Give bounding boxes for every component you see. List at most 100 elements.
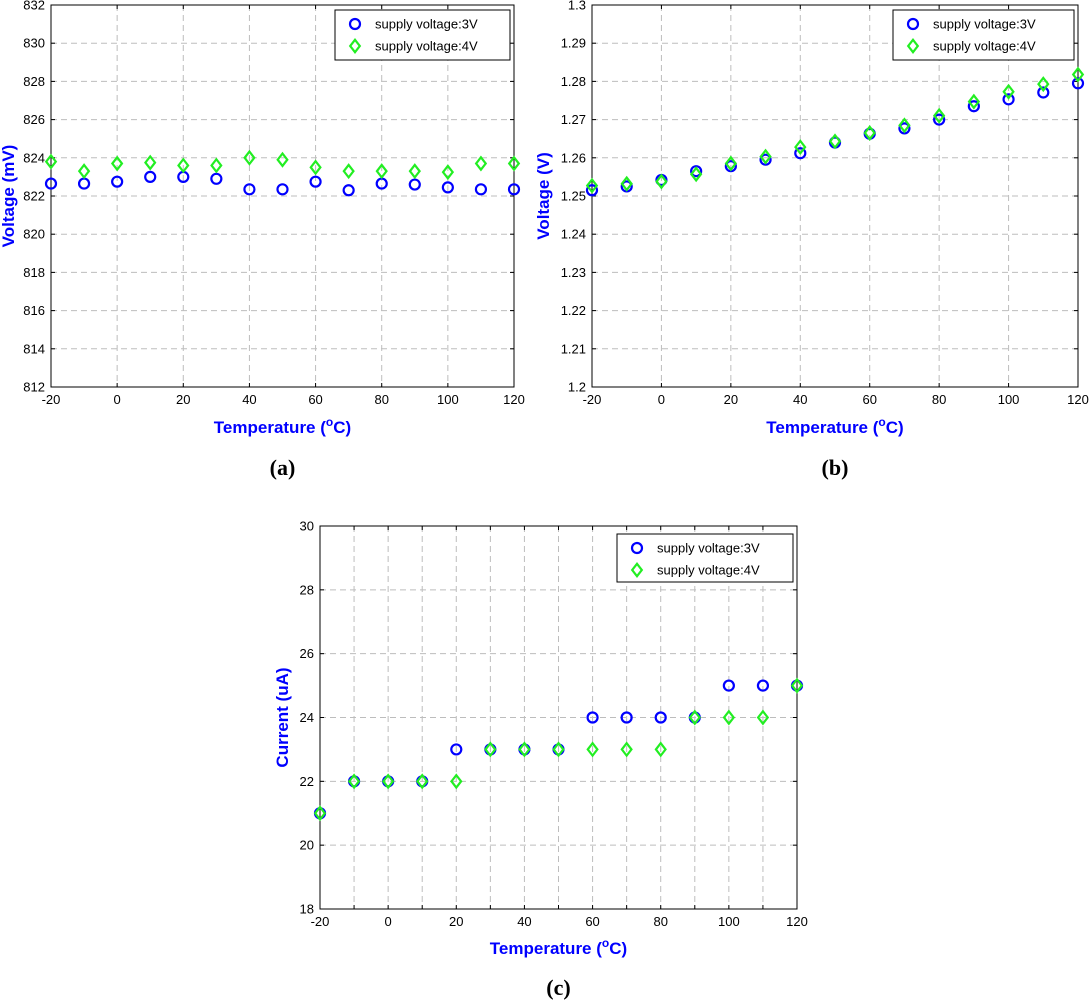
y-tick-label: 822 [23, 189, 45, 204]
data-point-4v [347, 773, 361, 790]
legend-label: supply voltage:3V [933, 17, 1036, 32]
y-tick-label: 1.28 [561, 74, 586, 89]
data-point-4v [144, 154, 157, 171]
legend-marker [906, 17, 920, 31]
data-point-3v [1002, 93, 1015, 106]
figure-caption: (a) [270, 455, 296, 480]
y-tick-label: 30 [300, 519, 314, 534]
data-point-4v [381, 773, 395, 790]
data-point-4v [722, 709, 736, 726]
y-axis-label: Voltage (V) [534, 152, 553, 240]
legend-marker [348, 17, 362, 31]
x-tick-label: 60 [585, 914, 599, 929]
data-point-3v [794, 147, 807, 160]
x-tick-label: 80 [932, 392, 946, 407]
data-point-4v [655, 173, 668, 190]
data-point-3v [210, 172, 223, 185]
x-tick-label: 80 [374, 392, 388, 407]
x-tick-label: 120 [503, 392, 525, 407]
data-point-4v [794, 139, 807, 156]
legend-marker [906, 38, 920, 54]
x-tick-label: -20 [42, 392, 61, 407]
data-point-4v [898, 117, 911, 134]
data-point-4v [276, 151, 289, 168]
y-tick-label: 1.2 [568, 380, 586, 395]
legend-box [892, 9, 1075, 61]
y-tick-label: 1.22 [561, 303, 586, 318]
data-point-3v [144, 170, 157, 183]
data-point-3v [309, 175, 322, 188]
y-tick-label: 820 [23, 227, 45, 242]
legend-label: supply voltage:3V [375, 17, 478, 32]
data-point-3v [967, 100, 980, 113]
y-tick-label: 818 [23, 265, 45, 280]
y-tick-label: 1.25 [561, 189, 586, 204]
y-tick-label: 816 [23, 303, 45, 318]
y-tick-label: 828 [23, 74, 45, 89]
y-tick-label: 812 [23, 380, 45, 395]
data-point-3v [342, 184, 355, 197]
legend-marker [348, 38, 362, 54]
data-point-3v [585, 184, 599, 197]
data-point-3v [1071, 77, 1085, 90]
chart-c: -20 0 20 40 60 80 100 120 18 20 22 24 26 28 30 supply v… [273, 519, 808, 1001]
data-point-3v [408, 178, 421, 191]
data-point-4v [724, 155, 738, 172]
x-tick-label: -20 [583, 392, 602, 407]
x-tick-label: 100 [437, 392, 459, 407]
x-tick-label: 120 [786, 914, 808, 929]
data-point-4v [1037, 76, 1050, 93]
data-point-3v [759, 153, 772, 166]
data-point-4v [44, 153, 58, 170]
y-tick-label: 814 [23, 341, 45, 356]
y-tick-label: 24 [300, 710, 314, 725]
plot-frame [319, 525, 798, 910]
x-axis-label: Temperature (oC) [490, 936, 627, 958]
x-tick-label: 100 [998, 392, 1020, 407]
data-point-4v [790, 677, 804, 694]
figure-caption: (c) [546, 975, 570, 1000]
data-point-4v [110, 155, 124, 172]
data-point-3v [756, 679, 770, 692]
data-point-4v [688, 709, 701, 726]
data-point-4v [828, 133, 842, 150]
data-point-4v [585, 177, 599, 194]
data-point-3v [441, 181, 454, 194]
data-point-3v [507, 183, 521, 196]
y-tick-label: 1.29 [561, 36, 586, 51]
data-point-4v [518, 741, 531, 758]
y-tick-label: 1.23 [561, 265, 586, 280]
data-point-4v [342, 163, 355, 180]
data-point-4v [759, 148, 772, 165]
data-point-4v [408, 163, 421, 180]
data-point-3v [450, 743, 463, 756]
data-point-3v [276, 183, 289, 196]
data-point-3v [1037, 86, 1050, 99]
figure-caption: (b) [822, 455, 849, 480]
y-axis-label: Voltage (mV) [0, 145, 18, 248]
x-tick-label: 0 [658, 392, 665, 407]
legend-label: supply voltage:3V [657, 541, 760, 556]
x-tick-label: -20 [311, 914, 330, 929]
y-tick-label: 26 [300, 646, 314, 661]
x-axis-label: Temperature (oC) [766, 415, 903, 437]
x-tick-label: 100 [718, 914, 740, 929]
data-point-4v [756, 709, 770, 726]
data-point-3v [690, 165, 703, 178]
y-tick-label: 1.26 [561, 150, 586, 165]
x-tick-label: 120 [1067, 392, 1089, 407]
x-tick-label: 20 [724, 392, 738, 407]
data-point-4v [1071, 66, 1085, 83]
data-point-3v [243, 183, 256, 196]
legend-box [616, 533, 794, 583]
data-point-4v [484, 741, 497, 758]
y-axis-label: Current (uA) [273, 667, 292, 767]
x-axis-label: Temperature (oC) [214, 415, 351, 437]
data-point-4v [654, 741, 667, 758]
data-point-4v [309, 159, 322, 176]
legend-marker [630, 562, 644, 578]
data-point-4v [1002, 83, 1015, 100]
data-point-4v [210, 157, 223, 174]
data-point-4v [77, 163, 91, 180]
